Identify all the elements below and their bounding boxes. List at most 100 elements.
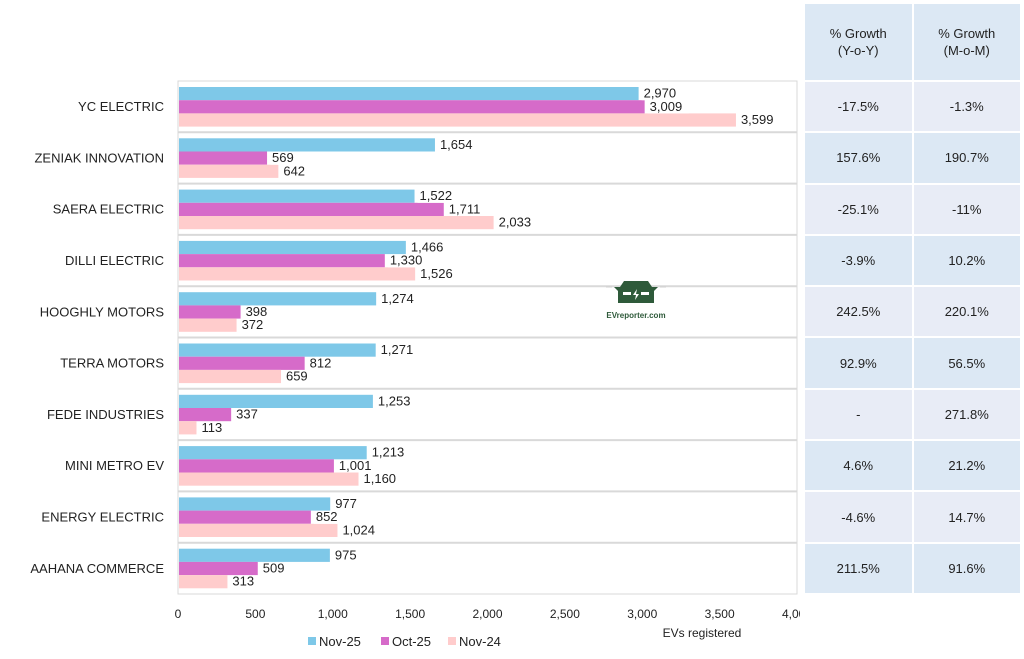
value-label: 113 xyxy=(201,420,222,435)
value-label-bg xyxy=(418,268,460,281)
bar-nov-25 xyxy=(179,394,373,408)
growth-yoy-cell: 242.5% xyxy=(803,285,914,339)
value-label-bg xyxy=(243,306,270,319)
bar-nov-24 xyxy=(179,523,338,537)
x-tick-label: 1,000 xyxy=(318,607,348,621)
value-label-bg xyxy=(379,293,421,306)
bar-oct-25 xyxy=(179,459,334,473)
watermark-logo: EVreporter.com xyxy=(603,279,669,320)
value-label: 1,330 xyxy=(390,253,423,268)
value-label-bg xyxy=(361,473,403,486)
value-label-bg xyxy=(738,114,780,127)
category-label: AAHANA COMMERCE xyxy=(30,561,164,576)
table-row: 157.6% 190.7% xyxy=(803,131,1022,185)
bar-nov-24 xyxy=(179,216,494,230)
value-label-bg xyxy=(417,190,459,203)
table-row: 242.5% 220.1% xyxy=(803,285,1022,339)
value-label-bg xyxy=(260,562,287,576)
value-label-bg xyxy=(333,498,360,511)
legend-swatch-oct-25 xyxy=(381,637,389,645)
category-label: ZENIAK INNOVATION xyxy=(34,150,164,165)
value-label: 372 xyxy=(242,317,264,332)
value-label: 812 xyxy=(310,355,332,370)
table-row: 92.9% 56.5% xyxy=(803,336,1022,390)
value-label: 1,274 xyxy=(381,291,414,306)
value-label: 659 xyxy=(286,369,308,384)
category-separators xyxy=(178,131,797,544)
bar-nov-25 xyxy=(179,189,415,203)
bar-nov-24 xyxy=(179,575,228,589)
category-labels: YC ELECTRIC ZENIAK INNOVATION SAERA ELECTR… xyxy=(30,99,164,576)
growth-mom-cell: -1.3% xyxy=(911,79,1022,134)
growth-yoy-cell: 4.6% xyxy=(803,439,914,493)
value-label: 1,271 xyxy=(381,342,414,357)
table-row: -4.6% 14.7% xyxy=(803,490,1022,544)
table-header-row: % Growth (Y-o-Y) % Growth (M-o-M) xyxy=(803,2,1022,82)
growth-yoy-cell: - xyxy=(803,387,914,442)
growth-yoy-cell: 92.9% xyxy=(803,336,914,390)
value-label-bg xyxy=(437,139,479,152)
growth-yoy-cell: -4.6% xyxy=(803,490,914,544)
value-label: 3,009 xyxy=(650,99,683,114)
legend-label: Nov-25 xyxy=(319,634,361,649)
bar-oct-25 xyxy=(179,561,258,576)
x-tick-label: 2,000 xyxy=(472,607,502,621)
growth-table: % Growth (Y-o-Y) % Growth (M-o-M) -17.5% -1… xyxy=(803,2,1022,595)
category-label: TERRA MOTORS xyxy=(60,356,164,371)
header-mom: % Growth (M-o-M) xyxy=(911,2,1022,82)
x-tick-label: 3,500 xyxy=(705,607,735,621)
bar-oct-25 xyxy=(179,151,268,165)
value-label: 1,024 xyxy=(342,522,375,537)
bar-nov-24 xyxy=(179,267,416,281)
value-label-bg xyxy=(281,165,308,178)
bar-nov-25 xyxy=(179,87,639,101)
x-tick-label: 2,500 xyxy=(550,607,580,621)
growth-mom-cell: 21.2% xyxy=(911,439,1022,493)
bar-oct-25 xyxy=(179,408,232,422)
category-label: MINI METRO EV xyxy=(65,458,164,473)
bar-nov-25 xyxy=(179,497,331,511)
value-label-bg xyxy=(307,357,334,370)
x-axis-ticks: 0 500 1,000 1,500 2,000 2,500 3,000 3,500 4,000 xyxy=(175,607,800,621)
value-label-bg xyxy=(408,241,450,255)
growth-mom-cell: 220.1% xyxy=(911,285,1022,339)
table-row: 211.5% 91.6% xyxy=(803,541,1022,595)
legend-swatch-nov-25 xyxy=(308,637,316,645)
category-label: DILLI ELECTRIC xyxy=(65,253,164,268)
category-label: HOOGHLY MOTORS xyxy=(40,304,165,319)
bar-nov-24 xyxy=(179,318,237,332)
bar-nov-25 xyxy=(179,292,377,306)
value-label: 1,001 xyxy=(339,458,372,473)
value-label-bg xyxy=(270,152,297,165)
value-label: 642 xyxy=(283,163,305,178)
x-axis-title: EVs registered xyxy=(663,626,742,640)
value-label: 313 xyxy=(232,574,254,589)
bar-nov-25 xyxy=(179,343,376,357)
value-label-bg xyxy=(234,409,261,422)
value-label-bg xyxy=(283,370,311,384)
value-label: 2,033 xyxy=(499,215,532,230)
value-label: 398 xyxy=(246,304,268,319)
x-tick-label: 1,500 xyxy=(395,607,425,621)
value-label: 852 xyxy=(316,509,338,524)
bar-nov-24 xyxy=(179,421,197,435)
value-label: 3,599 xyxy=(741,112,774,127)
bar-oct-25 xyxy=(179,202,444,216)
value-label-bg xyxy=(369,447,411,460)
growth-yoy-cell: -25.1% xyxy=(803,182,914,236)
bar-oct-25 xyxy=(179,356,305,370)
growth-yoy-cell: 211.5% xyxy=(803,541,914,595)
bar-nov-25 xyxy=(179,446,367,460)
bar-nov-25 xyxy=(179,138,435,152)
value-label-bg xyxy=(496,217,538,230)
legend-swatch-nov-24 xyxy=(448,637,456,645)
legend-label: Oct-25 xyxy=(392,634,431,649)
growth-mom-cell: 10.2% xyxy=(911,233,1022,288)
value-label: 337 xyxy=(236,407,258,422)
table-row: -25.1% -11% xyxy=(803,182,1022,236)
bar-nov-25 xyxy=(179,548,330,562)
value-label: 1,711 xyxy=(449,201,481,216)
value-label-bg xyxy=(446,203,488,216)
value-label-bg xyxy=(387,255,429,268)
